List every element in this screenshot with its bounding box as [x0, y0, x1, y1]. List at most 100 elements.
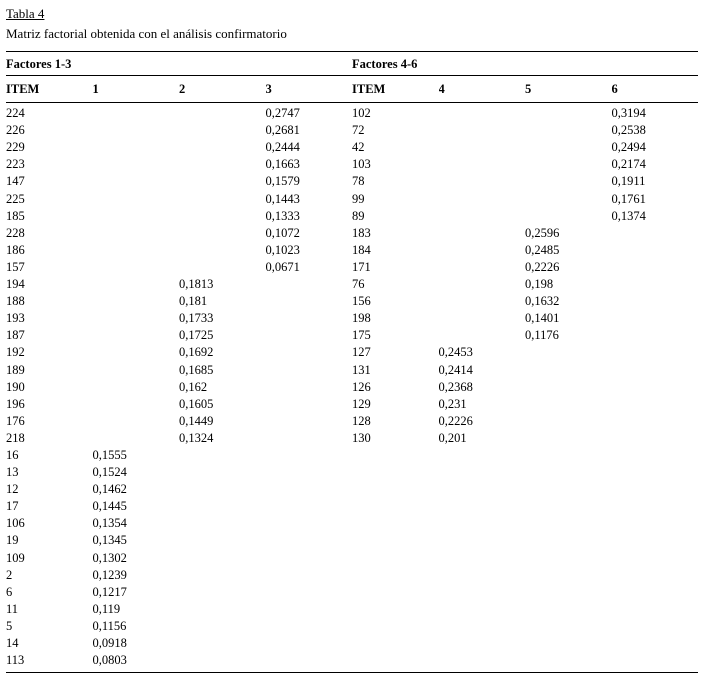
table-cell: 225 — [6, 191, 25, 206]
table-cell — [612, 259, 699, 276]
table-row: 5 0,1156 — [6, 618, 698, 635]
table-cell — [525, 122, 612, 139]
table-row: 189 0,1685 131 0,2414 — [6, 362, 698, 379]
rule-below-title — [6, 51, 698, 52]
table-cell: 196 — [6, 396, 25, 411]
table-cell — [439, 208, 526, 225]
table-cell: 229 — [6, 140, 25, 155]
table-cell — [525, 379, 612, 396]
table-cell: 186 — [6, 242, 25, 257]
table-cell: 0,181 — [179, 294, 208, 309]
table-cell — [439, 242, 526, 259]
table-cell: 0,2414 — [438, 362, 473, 377]
table-row: 11 0,119 — [6, 601, 698, 618]
column-header: 5 — [525, 82, 532, 96]
table-cell — [439, 447, 526, 464]
table-cell — [352, 652, 439, 669]
table-cell — [612, 276, 699, 293]
table-cell — [266, 635, 353, 652]
table-cell — [525, 447, 612, 464]
table-cell — [266, 396, 353, 413]
table-cell: 0,1023 — [265, 242, 300, 257]
table-row: 16 0,1555 — [6, 447, 698, 464]
table-cell: 0,1449 — [179, 413, 214, 428]
table-row: 190 0,162 126 0,2368 — [6, 379, 698, 396]
table-cell: 0,119 — [92, 601, 121, 616]
table-cell: 0,1632 — [525, 294, 560, 309]
table-subtitle: Matriz factorial obtenida con el análisi… — [6, 26, 287, 41]
table-cell — [179, 515, 266, 532]
table-cell — [439, 259, 526, 276]
table-cell — [525, 208, 612, 225]
table-cell — [439, 327, 526, 344]
table-cell: 0,2226 — [438, 413, 473, 428]
table-cell: 11 — [6, 601, 19, 616]
table-cell: 187 — [6, 328, 25, 343]
table-row: 106 0,1354 — [6, 515, 698, 532]
table-cell — [179, 105, 266, 122]
table-cell — [525, 532, 612, 549]
table-cell — [93, 242, 180, 259]
table-row: 193 0,1733 198 0,1401 — [6, 310, 698, 327]
table-cell: 131 — [352, 362, 371, 377]
table-cell — [525, 584, 612, 601]
table-cell — [525, 464, 612, 481]
table-cell — [439, 550, 526, 567]
rule-below-group-headers — [6, 75, 698, 76]
table-cell — [179, 481, 266, 498]
table-cell — [266, 481, 353, 498]
table-cell: 147 — [6, 174, 25, 189]
table-cell: 0,1692 — [179, 345, 214, 360]
table-cell: 198 — [352, 311, 371, 326]
table-cell: 188 — [6, 294, 25, 309]
table-cell — [439, 139, 526, 156]
table-cell: 78 — [352, 174, 365, 189]
table-cell: 5 — [6, 618, 13, 633]
table-cell — [525, 139, 612, 156]
table-cell: 99 — [352, 191, 365, 206]
table-cell — [525, 601, 612, 618]
table-cell: 109 — [6, 550, 25, 565]
table-cell — [439, 618, 526, 635]
table-cell — [525, 430, 612, 447]
table-cell: 0,2681 — [265, 123, 300, 138]
table-cell — [612, 464, 699, 481]
table-cell: 16 — [6, 447, 19, 462]
table-cell — [525, 156, 612, 173]
column-header: 2 — [179, 82, 186, 96]
table-row: 229 0,2444 42 0,2494 — [6, 139, 698, 156]
table-cell — [266, 464, 353, 481]
table-cell — [179, 601, 266, 618]
table-cell: 0,2747 — [265, 106, 300, 121]
table-cell: 0,1333 — [265, 208, 300, 223]
table-body: 224 0,2747 102 0,3194 226 0,2681 72 0,2538 2… — [6, 103, 698, 672]
table-row: 196 0,1605 129 0,231 — [6, 396, 698, 413]
table-cell — [612, 310, 699, 327]
column-header: 6 — [611, 82, 618, 96]
table-cell — [93, 156, 180, 173]
table-cell — [612, 652, 699, 669]
table-cell — [266, 327, 353, 344]
table-cell: 0,2538 — [611, 123, 646, 138]
table-cell: 12 — [6, 482, 19, 497]
table-row: 186 0,1023 184 0,2485 — [6, 242, 698, 259]
table-cell — [525, 396, 612, 413]
table-cell — [352, 550, 439, 567]
table-row: 223 0,1663 103 0,2174 — [6, 156, 698, 173]
table-row: 224 0,2747 102 0,3194 — [6, 105, 698, 122]
table-cell — [439, 310, 526, 327]
table-cell — [612, 618, 699, 635]
table-cell: 42 — [352, 140, 365, 155]
table-cell — [525, 567, 612, 584]
table-cell — [525, 344, 612, 361]
table-cell: 193 — [6, 311, 25, 326]
table-cell: 183 — [352, 225, 371, 240]
table-cell — [179, 139, 266, 156]
table-row: 157 0,0671 171 0,2226 — [6, 259, 698, 276]
table-row: 13 0,1524 — [6, 464, 698, 481]
table-cell: 102 — [352, 106, 371, 121]
table-cell: 0,1374 — [611, 208, 646, 223]
table-cell — [612, 550, 699, 567]
table-cell — [266, 567, 353, 584]
table-cell — [525, 105, 612, 122]
